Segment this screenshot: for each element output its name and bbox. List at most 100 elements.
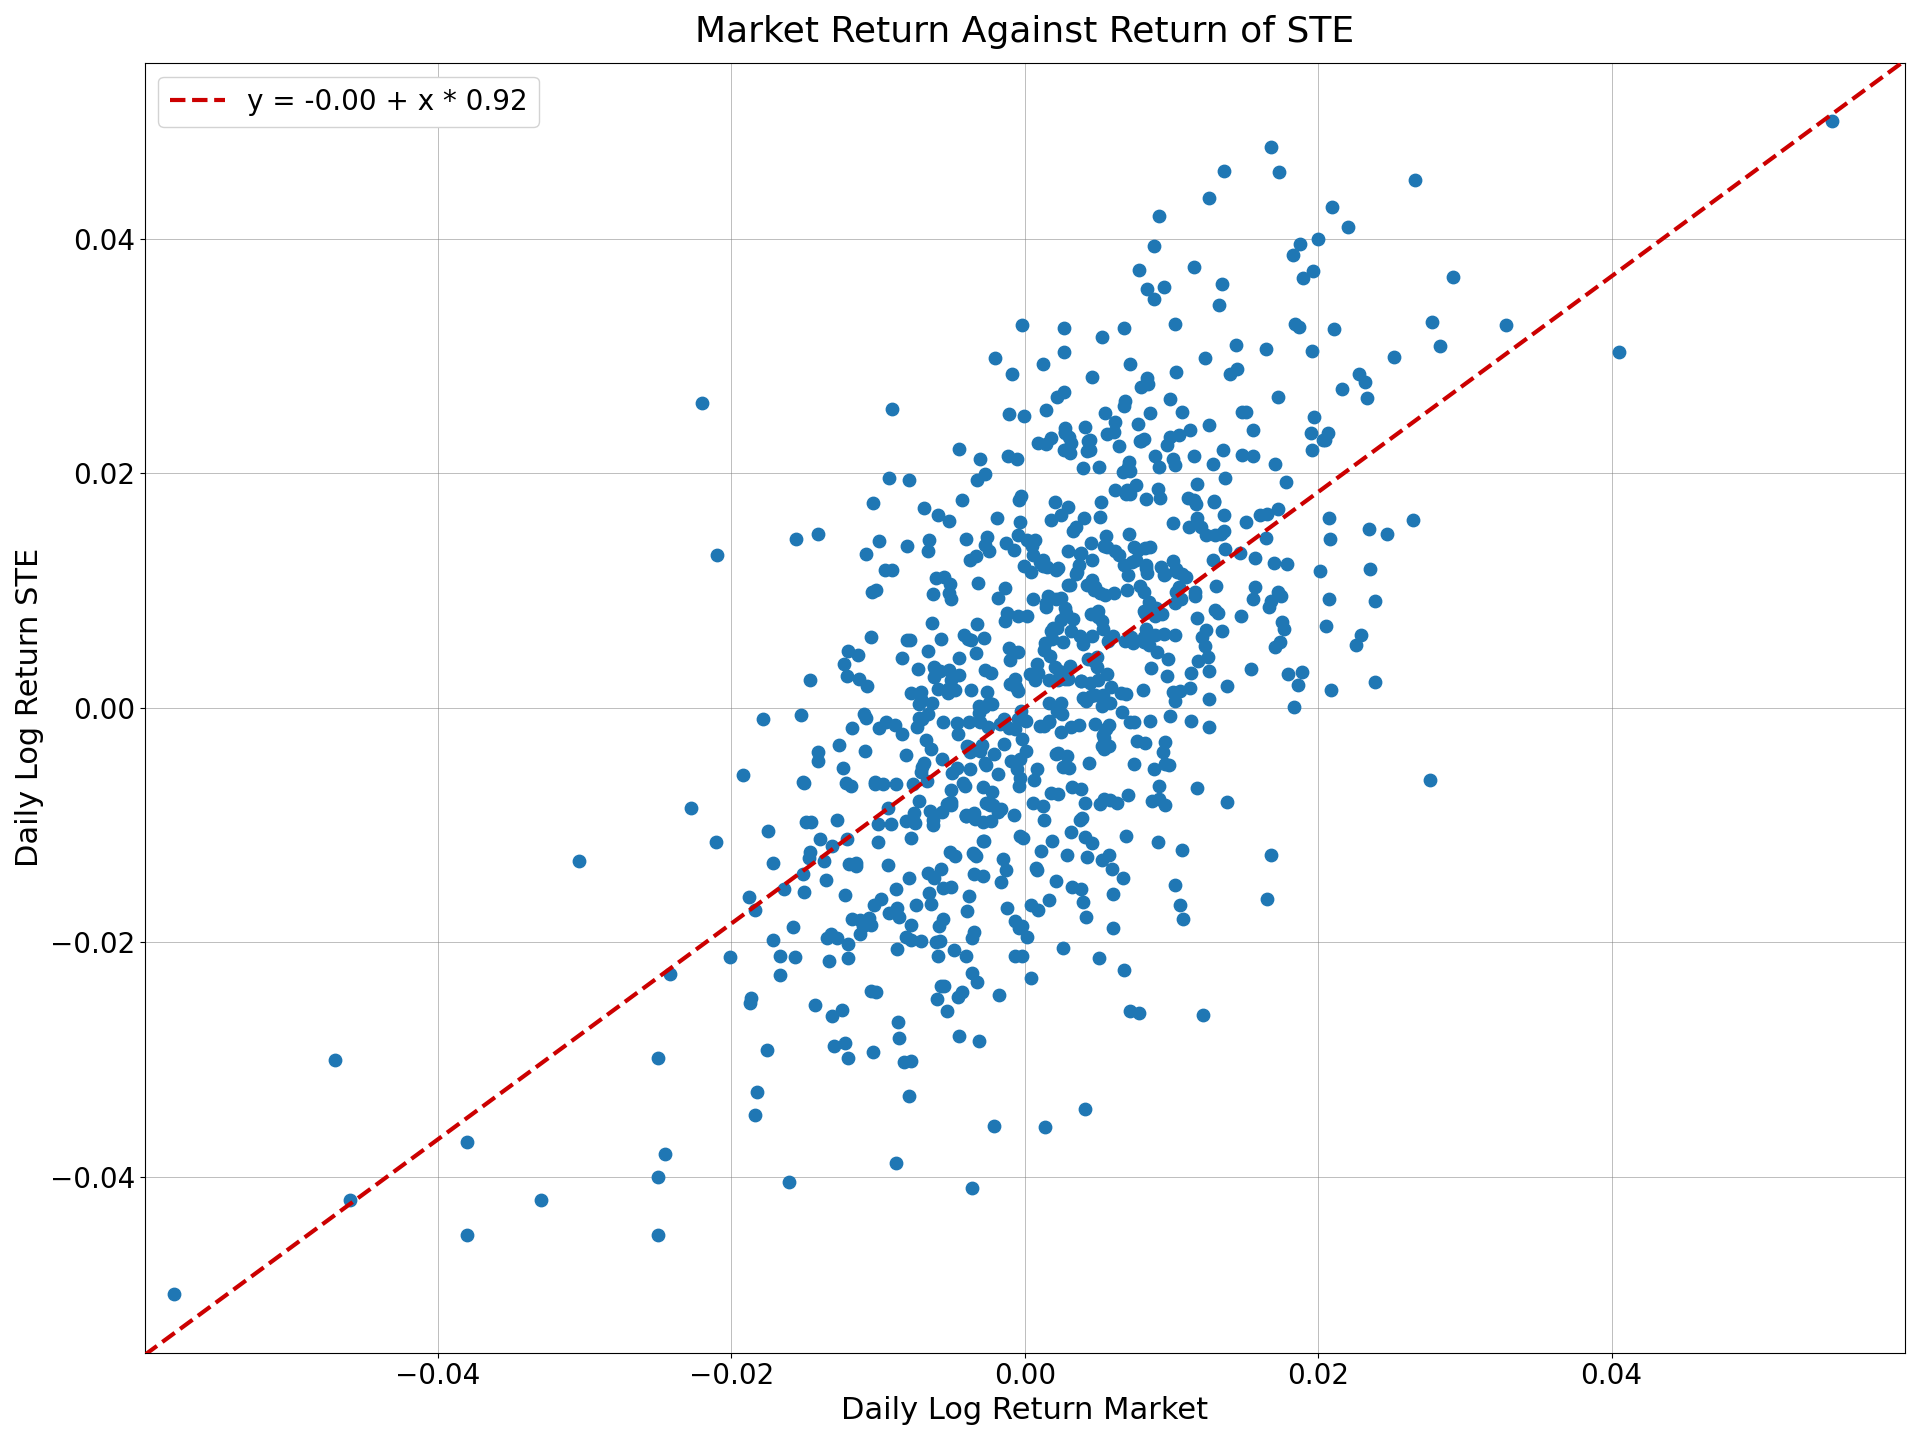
Point	[1077, 624, 1108, 647]
Point	[1603, 341, 1634, 364]
Point	[829, 652, 860, 675]
Point	[891, 809, 922, 832]
Point	[1004, 917, 1035, 940]
Point	[1142, 831, 1173, 854]
Point	[1029, 714, 1060, 737]
Point	[968, 811, 998, 834]
Point	[1087, 848, 1117, 871]
Point	[1112, 478, 1142, 501]
Point	[958, 842, 989, 865]
Point	[1098, 420, 1129, 444]
Point	[1210, 520, 1240, 543]
Point	[1192, 716, 1223, 739]
Point	[983, 801, 1014, 824]
Point	[935, 840, 966, 863]
Point	[1227, 400, 1258, 423]
Point	[1181, 492, 1212, 516]
Point	[1258, 552, 1288, 575]
Point	[822, 926, 852, 949]
Point	[1311, 615, 1342, 638]
Point	[922, 504, 952, 527]
Point	[862, 812, 893, 835]
Point	[826, 998, 856, 1021]
Point	[1313, 588, 1344, 611]
Point	[927, 710, 958, 733]
Point	[1052, 539, 1083, 562]
Point	[1204, 600, 1235, 624]
Point	[1179, 488, 1210, 511]
Point	[1198, 549, 1229, 572]
Point	[1240, 547, 1271, 570]
Point	[972, 753, 1002, 776]
Point	[973, 793, 1004, 816]
Point	[1265, 631, 1296, 654]
Point	[962, 642, 993, 665]
Point	[1094, 675, 1125, 698]
Point	[910, 729, 941, 752]
Point	[925, 628, 956, 651]
Point	[829, 1031, 860, 1054]
Point	[1025, 714, 1056, 737]
Point	[1142, 641, 1173, 664]
Point	[854, 906, 885, 929]
Point	[1306, 560, 1336, 583]
Point	[975, 809, 1006, 832]
Point	[1188, 1004, 1219, 1027]
Point	[977, 793, 1008, 816]
Point	[1108, 395, 1139, 418]
Point	[758, 851, 789, 874]
Point	[1066, 541, 1096, 564]
Point	[1260, 635, 1290, 658]
Point	[1092, 842, 1123, 865]
Point	[904, 693, 935, 716]
Point	[929, 566, 960, 589]
Point	[1400, 168, 1430, 192]
Point	[900, 716, 931, 739]
Point	[1069, 1097, 1100, 1120]
Point	[1100, 539, 1131, 562]
Point	[924, 678, 954, 701]
Point	[1194, 186, 1225, 209]
Point	[816, 834, 847, 857]
Point	[1077, 549, 1108, 572]
Point	[973, 716, 1004, 739]
Point	[1206, 619, 1236, 642]
Point	[954, 757, 985, 780]
Point	[1160, 690, 1190, 713]
Point	[1225, 605, 1256, 628]
Point	[785, 704, 816, 727]
Point	[831, 946, 862, 969]
Point	[795, 668, 826, 691]
Point	[935, 572, 966, 595]
Point	[1098, 624, 1129, 647]
Point	[780, 946, 810, 969]
Point	[1127, 678, 1158, 701]
Point	[1135, 536, 1165, 559]
Point	[1091, 717, 1121, 740]
Point	[989, 576, 1020, 599]
Point	[996, 363, 1027, 386]
Point	[1244, 503, 1275, 526]
Point	[1064, 809, 1094, 832]
Point	[1098, 582, 1129, 605]
Point	[1098, 916, 1129, 939]
Point	[879, 1152, 910, 1175]
Point	[914, 799, 945, 822]
Point	[968, 696, 998, 719]
Point	[1373, 523, 1404, 546]
Point	[643, 1165, 674, 1188]
Point	[1037, 616, 1068, 639]
Point	[1438, 265, 1469, 288]
Point	[1175, 419, 1206, 442]
Point	[983, 762, 1014, 785]
Point	[1008, 554, 1039, 577]
Point	[1139, 235, 1169, 258]
Point	[933, 658, 964, 681]
Point	[1037, 626, 1068, 649]
Point	[1296, 438, 1327, 461]
Point	[881, 773, 912, 796]
Point	[1154, 753, 1185, 776]
Point	[1135, 402, 1165, 425]
Point	[1283, 674, 1313, 697]
Point	[1056, 775, 1087, 798]
